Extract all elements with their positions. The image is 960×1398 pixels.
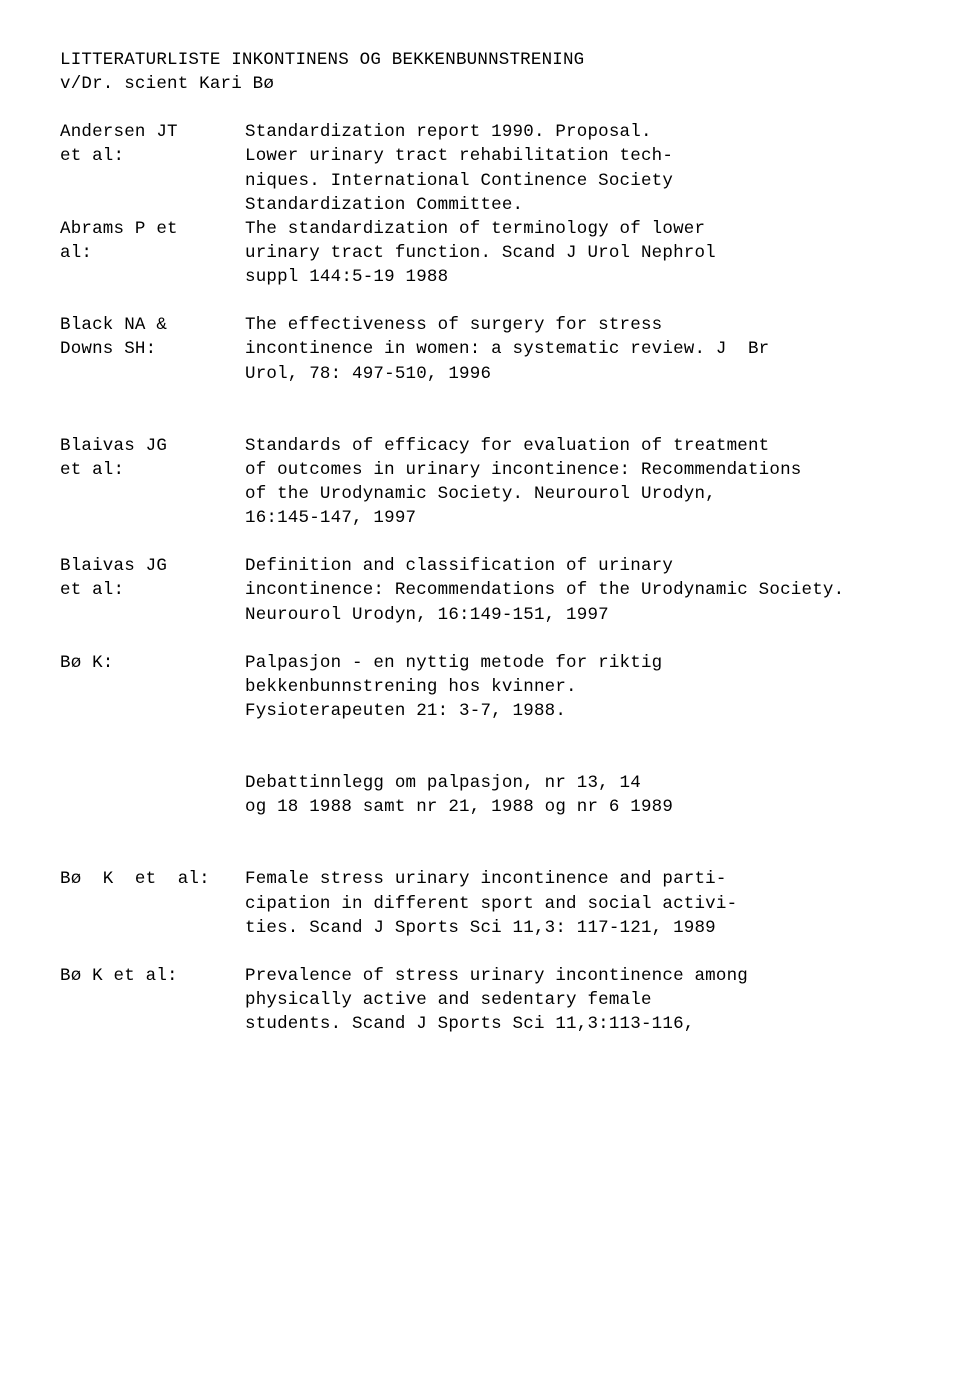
reference-entry: Abrams P et al: The standardization of t… <box>60 217 900 289</box>
title-block: LITTERATURLISTE INKONTINENS OG BEKKENBUN… <box>60 48 900 96</box>
author: Blaivas JG et al: <box>60 434 245 482</box>
author: Bø K et al: <box>60 964 245 988</box>
reference-entry: Bø K: Palpasjon - en nyttig metode for r… <box>60 651 900 723</box>
title-line2: v/Dr. scient Kari Bø <box>60 72 900 96</box>
author: Bø K et al: <box>60 867 245 891</box>
reference-entry: Andersen JT et al: Standardization repor… <box>60 120 900 217</box>
author: Andersen JT et al: <box>60 120 245 168</box>
description: Palpasjon - en nyttig metode for riktig … <box>245 651 900 723</box>
reference-entry: Blaivas JG et al: Definition and classif… <box>60 554 900 626</box>
author: Blaivas JG et al: <box>60 554 245 602</box>
author: Bø K: <box>60 651 245 675</box>
description: Standards of efficacy for evaluation of … <box>245 434 900 531</box>
document-page: LITTERATURLISTE INKONTINENS OG BEKKENBUN… <box>0 0 960 1076</box>
reference-entry: Blaivas JG et al: Standards of efficacy … <box>60 434 900 531</box>
author: Abrams P et al: <box>60 217 245 265</box>
reference-entry: Bø K et al: Prevalence of stress urinary… <box>60 964 900 1036</box>
description: Prevalence of stress urinary incontinenc… <box>245 964 900 1036</box>
reference-entry: Black NA & Downs SH: The effectiveness o… <box>60 313 900 385</box>
title-line1: LITTERATURLISTE INKONTINENS OG BEKKENBUN… <box>60 48 900 72</box>
author: Black NA & Downs SH: <box>60 313 245 361</box>
description: The effectiveness of surgery for stress … <box>245 313 900 385</box>
description: Female stress urinary incontinence and p… <box>245 867 900 939</box>
reference-entry: Bø K et al: Female stress urinary incont… <box>60 867 900 939</box>
description: The standardization of terminology of lo… <box>245 217 900 289</box>
debatt-note: Debattinnlegg om palpasjon, nr 13, 14 og… <box>60 771 900 819</box>
description: Definition and classification of urinary… <box>245 554 900 626</box>
description: Standardization report 1990. Proposal. L… <box>245 120 900 217</box>
